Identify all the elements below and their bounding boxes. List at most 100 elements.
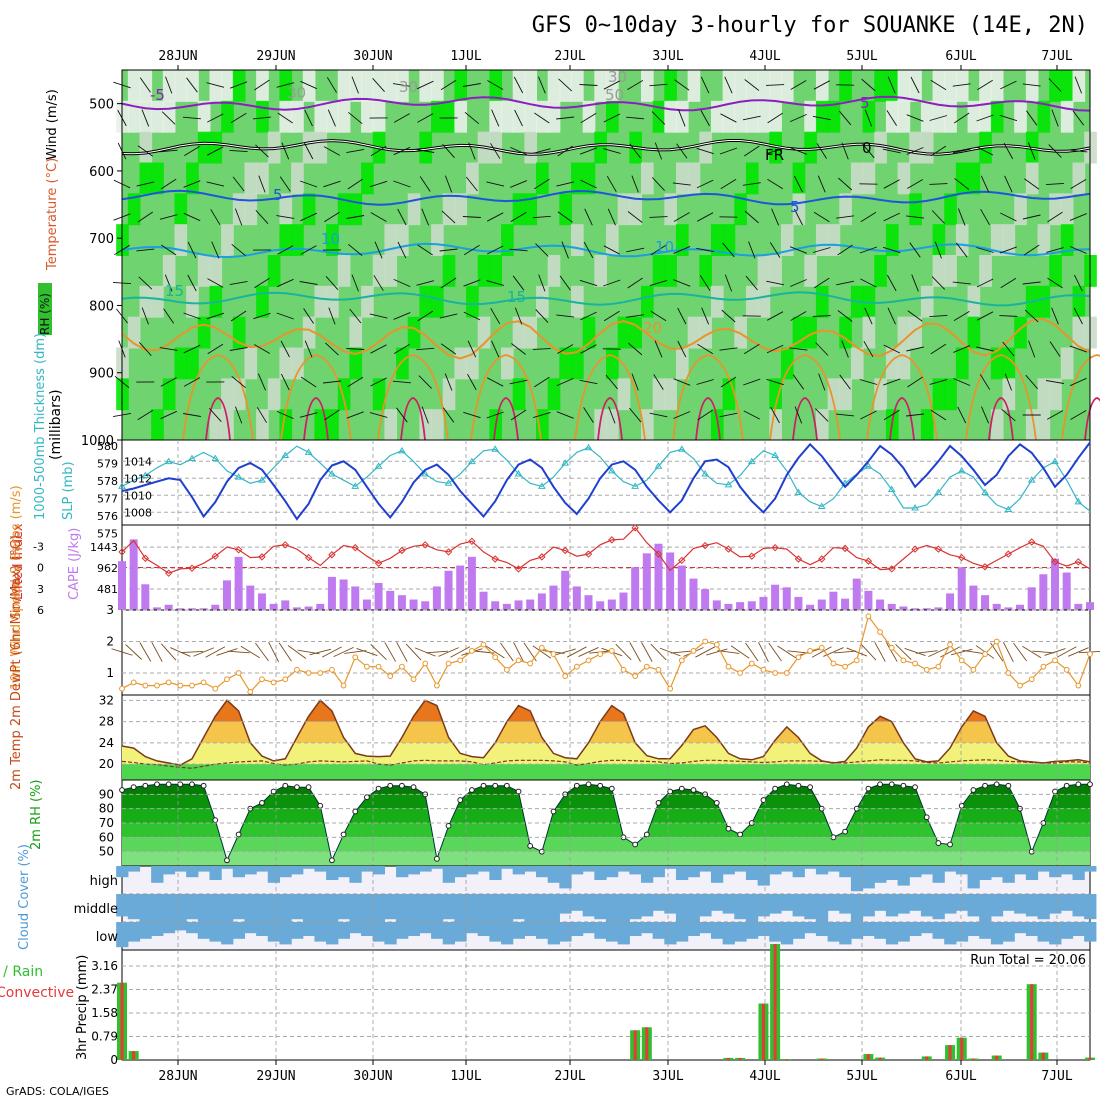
upper-wind-barb: [532, 348, 551, 350]
thickness-point: [677, 445, 686, 452]
wind-speed-point: [177, 682, 184, 689]
cloud-cell: [827, 922, 840, 942]
rh-patch: [291, 347, 304, 380]
upper-wind-barb: [976, 114, 994, 122]
rh-patch: [897, 100, 911, 133]
upper-wind-barb: [1024, 309, 1039, 323]
upper-wind-barb: [369, 180, 388, 188]
upper-wind-barb: [183, 413, 201, 417]
upper-wind-barb: [861, 78, 876, 92]
upper-wind-barb: [839, 374, 851, 390]
upper-wind-barb: [556, 314, 575, 318]
upper-wind-barb: [1069, 377, 1087, 387]
rh-point: [842, 828, 848, 835]
surface-wind-barb: [641, 642, 653, 662]
rh-patch: [489, 70, 503, 102]
upper-wind-barb: [232, 176, 245, 192]
upper-wind-barb: [979, 374, 991, 390]
rh-patch: [349, 193, 363, 226]
upper-wind-barb: [253, 344, 271, 354]
hot-contour: [792, 397, 818, 441]
hot-contour: [1084, 397, 1100, 441]
upper-wind-barb: [444, 175, 453, 193]
upper-wind-barb: [559, 275, 571, 291]
rh-patch: [606, 224, 619, 256]
date-label-top: 1JUL: [450, 49, 481, 64]
rh-point: [492, 782, 499, 789]
rh-patch: [256, 409, 269, 441]
cloud-cell: [897, 866, 910, 886]
rh-patch: [710, 224, 724, 256]
upper-wind-barb: [351, 76, 359, 94]
cloud-cell: [477, 922, 490, 936]
lifted-index-point: [631, 524, 639, 532]
upper-wind-barb: [557, 145, 573, 157]
rh-patch: [699, 131, 712, 164]
rh-point: [130, 784, 137, 791]
upper-wind-barb: [929, 115, 948, 121]
cloud-cell: [792, 894, 805, 917]
surface-wind-barb: [450, 646, 471, 658]
upper-wind-barb: [579, 279, 598, 287]
rh-patch: [769, 70, 782, 102]
upper-wind-barb: [580, 179, 597, 189]
rh-patch: [885, 100, 899, 133]
cape-bar: [852, 578, 861, 610]
rh-point: [340, 831, 347, 838]
upper-wind-barb: [207, 146, 224, 156]
rh-point: [503, 782, 510, 789]
thickness-tick-label: 577: [97, 493, 118, 506]
upper-wind-barb: [137, 211, 154, 223]
cloud-cell: [326, 922, 339, 945]
upper-wind-barb: [719, 347, 738, 351]
upper-wind-barb: [930, 145, 947, 157]
upper-wind-barb: [509, 248, 528, 252]
upper-wind-barb: [534, 178, 550, 190]
cloud-cell: [839, 922, 852, 945]
rh-patch: [1072, 285, 1086, 318]
cape-bar: [782, 587, 791, 610]
upper-wind-barb: [605, 374, 618, 390]
upper-wind-barb: [486, 377, 504, 387]
contour-label: 30: [399, 78, 418, 96]
cloud-cell: [757, 866, 770, 886]
rh-point: [352, 808, 359, 815]
cloud-cell: [302, 894, 316, 922]
wind-speed-point: [387, 673, 394, 680]
rh-point: [772, 785, 779, 792]
upper-wind-barb: [794, 406, 803, 424]
wind-speed-point: [364, 663, 370, 670]
rh-point: [1005, 782, 1012, 789]
cloud-cell: [967, 894, 980, 917]
cloud-cell: [454, 922, 467, 942]
cloud-cell: [314, 922, 327, 942]
rh-patch: [279, 100, 293, 133]
rh-point: [608, 785, 615, 792]
rh-point: [912, 784, 918, 791]
li-tick-label: 3: [37, 583, 44, 596]
upper-wind-barb: [743, 343, 760, 355]
cape-bar: [549, 585, 558, 610]
cloud-cell: [745, 922, 759, 939]
rh-patch: [1002, 224, 1016, 256]
surface-wind-barb: [287, 645, 307, 659]
cloud-cell: [244, 866, 257, 875]
upper-wind-barb: [253, 312, 271, 320]
cloud-cell: [1049, 866, 1062, 878]
cape-bar: [806, 604, 815, 610]
precip-panel-frame: [121, 949, 1091, 1061]
wind-speed-point: [503, 666, 510, 673]
rh-patch: [920, 100, 934, 133]
wind-speed-point: [737, 670, 744, 676]
rh-patch: [652, 378, 666, 411]
rh-point: [387, 782, 394, 789]
cloud-cell: [734, 894, 747, 920]
surface-wind-barb: [344, 650, 367, 654]
cloud-cell: [920, 922, 934, 934]
cloud-cell: [302, 866, 316, 869]
rh-patch: [745, 100, 759, 133]
upper-wind-barb: [439, 248, 458, 252]
wind-speed-point: [142, 682, 149, 689]
rh-patch: [302, 131, 316, 164]
cloud-cell: [431, 922, 444, 939]
